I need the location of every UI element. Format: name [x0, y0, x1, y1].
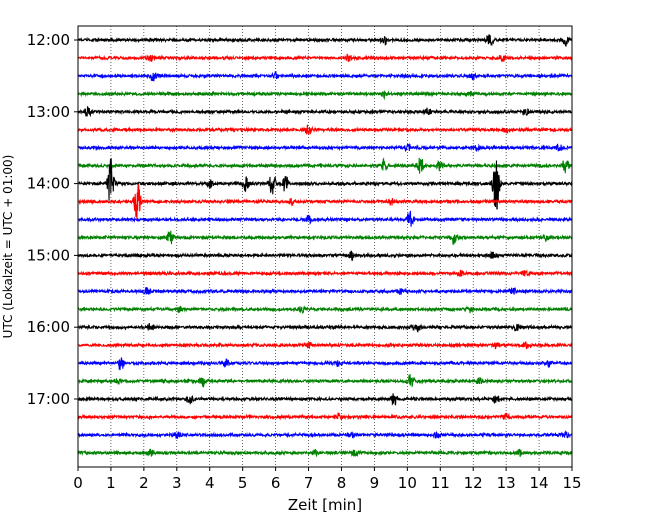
trace-1415 [77, 184, 573, 220]
trace-1645 [77, 373, 573, 388]
x-tick-label-8: 8 [337, 474, 347, 492]
x-tick-label-4: 4 [205, 474, 215, 492]
trace-1445 [77, 230, 573, 246]
trace-1600 [77, 323, 573, 333]
x-tick-label-3: 3 [172, 474, 182, 492]
x-axis-label: Zeit [min] [288, 496, 362, 514]
trace-1245 [77, 90, 573, 101]
trace-lines [77, 34, 573, 458]
trace-1230 [77, 70, 573, 82]
x-tick-label-6: 6 [271, 474, 281, 492]
trace-1300 [77, 106, 573, 118]
trace-1515 [77, 269, 573, 278]
y-tick-label-2: 14:00 [27, 175, 70, 193]
y-tick-label-4: 16:00 [27, 318, 70, 336]
trace-1330 [77, 142, 573, 153]
x-tick-label-10: 10 [398, 474, 417, 492]
y-tick-label-1: 13:00 [27, 103, 70, 121]
x-tick-label-14: 14 [530, 474, 549, 492]
y-tick-label-3: 15:00 [27, 246, 70, 264]
x-tick-label-9: 9 [370, 474, 380, 492]
trace-1745 [77, 448, 573, 458]
trace-1315 [77, 124, 573, 135]
trace-1400 [77, 158, 573, 210]
x-tick-label-2: 2 [139, 474, 149, 492]
trace-1700 [77, 393, 573, 406]
y-axis-label: UTC (Lokalzeit = UTC + 01:00) [1, 155, 15, 339]
y-tick-label-0: 12:00 [27, 31, 70, 49]
trace-1500 [77, 250, 573, 262]
x-tick-label-5: 5 [238, 474, 248, 492]
trace-1430 [77, 210, 573, 227]
trace-1530 [77, 286, 573, 295]
trace-1715 [77, 412, 573, 422]
x-axis-ticks: 0 1 2 3 4 5 6 7 8 9 10 11 12 13 14 15 [73, 467, 582, 492]
trace-1200 [77, 34, 573, 47]
x-tick-label-15: 15 [562, 474, 581, 492]
y-axis-ticks: 12:00 13:00 14:00 15:00 16:00 17:00 [27, 31, 78, 408]
plot-frame [77, 25, 573, 468]
x-tick-label-0: 0 [73, 474, 83, 492]
trace-1545 [77, 305, 573, 314]
y-tick-label-5: 17:00 [27, 390, 70, 408]
trace-1630 [77, 357, 573, 371]
trace-1615 [77, 341, 573, 350]
trace-1345 [77, 157, 573, 174]
x-tick-label-11: 11 [431, 474, 450, 492]
x-tick-label-12: 12 [464, 474, 483, 492]
trace-1215 [77, 53, 573, 63]
trace-1730 [77, 429, 573, 439]
x-tick-label-1: 1 [106, 474, 116, 492]
x-tick-label-13: 13 [497, 474, 516, 492]
x-tick-label-7: 7 [304, 474, 314, 492]
